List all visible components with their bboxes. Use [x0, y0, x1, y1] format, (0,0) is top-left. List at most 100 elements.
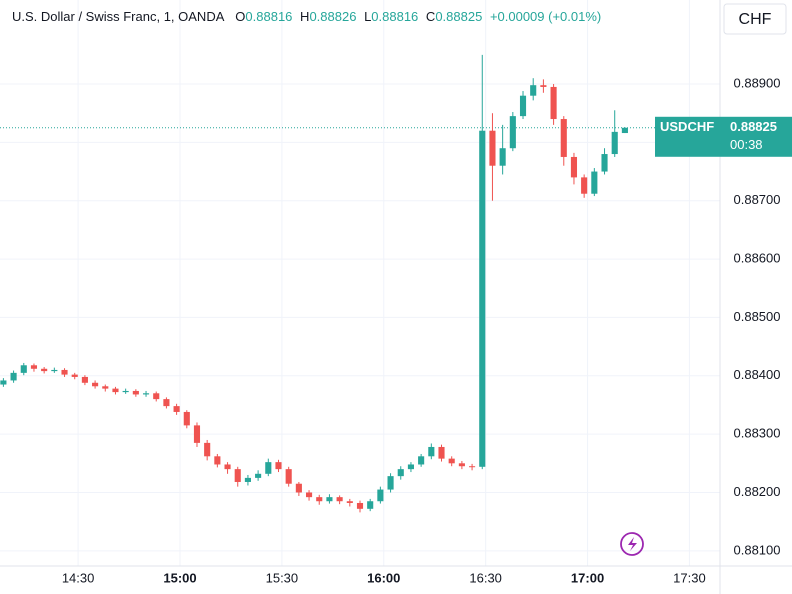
y-tick-label: 0.88100 — [734, 542, 781, 557]
y-tick-label: 0.88600 — [734, 251, 781, 266]
x-tick-label: 16:30 — [469, 570, 502, 585]
price-tag-symbol: USDCHF — [660, 119, 714, 134]
candle-body — [92, 382, 99, 387]
legend-value: 0.88816 — [245, 9, 292, 24]
candle-body — [295, 483, 302, 493]
legend: U.S. Dollar / Swiss Franc, 1, OANDA O0.8… — [12, 9, 601, 24]
candle-body — [30, 365, 38, 369]
y-tick-label: 0.88300 — [734, 426, 781, 441]
x-tick-label: 14:30 — [62, 570, 95, 585]
candle-body — [621, 127, 628, 134]
candle-body — [407, 464, 414, 470]
candle-body — [10, 372, 17, 381]
candle-body — [142, 393, 150, 395]
candle-body — [265, 462, 272, 474]
candle-body — [326, 497, 333, 502]
candle-body — [489, 130, 496, 166]
y-tick-label: 0.88900 — [734, 75, 781, 90]
candle-body — [183, 411, 190, 426]
candle-body — [560, 119, 567, 157]
candle-body — [581, 177, 588, 194]
candle-body — [591, 171, 598, 194]
candle-body — [550, 86, 557, 120]
lightning-icon[interactable] — [620, 532, 644, 556]
legend-field: C — [426, 9, 435, 24]
candle-body — [214, 456, 221, 465]
candle-body — [479, 130, 486, 467]
legend-value: 0.88826 — [309, 9, 356, 24]
candle-body — [387, 476, 394, 490]
candle-body — [438, 446, 445, 459]
x-tick-label: 17:30 — [673, 570, 706, 585]
legend-title: U.S. Dollar / Swiss Franc, 1, OANDA — [12, 9, 225, 24]
y-tick-label: 0.88700 — [734, 192, 781, 207]
icon-bolt[interactable] — [628, 537, 637, 551]
candle-body — [0, 380, 7, 385]
candle-body — [71, 374, 78, 377]
candle-body — [499, 148, 506, 166]
y-tick-label: 0.88200 — [734, 484, 781, 499]
candle-body — [255, 473, 262, 478]
candle-body — [316, 497, 323, 502]
candle-body — [153, 393, 160, 400]
candle-body — [224, 464, 231, 470]
currency-button-box[interactable] — [723, 3, 787, 35]
candles — [0, 54, 628, 513]
candle-body — [285, 469, 292, 484]
candle-body — [367, 501, 374, 509]
candle-body — [20, 365, 27, 373]
candle-body — [356, 502, 364, 509]
y-tick-label: 0.88400 — [734, 367, 781, 382]
candle-body — [540, 85, 547, 87]
legend-change: +0.00009 (+0.01%) — [490, 9, 601, 24]
candle-body — [448, 458, 455, 464]
candle-body — [519, 95, 527, 117]
candle-body — [418, 456, 425, 465]
candle-body — [244, 477, 251, 482]
candle-body — [51, 369, 58, 372]
candle-body — [397, 469, 404, 477]
candle-body — [61, 369, 68, 375]
candle-body — [112, 388, 119, 393]
price-tag-countdown: 00:38 — [730, 137, 763, 152]
candle-body — [102, 386, 109, 389]
candle-body — [469, 466, 476, 468]
currency-button[interactable]: CHF — [723, 3, 787, 35]
legend-field: H — [300, 9, 309, 24]
candle-body — [509, 116, 516, 149]
legend-value: 0.88816 — [371, 9, 418, 24]
x-tick-label: 17:00 — [571, 570, 604, 585]
price-tag-box — [655, 116, 792, 157]
icon-circle[interactable] — [620, 532, 644, 556]
candle-body — [336, 497, 343, 502]
candle-body — [204, 442, 211, 457]
legend-field: L — [364, 9, 371, 24]
candle-body — [346, 501, 353, 503]
x-tick-label: 15:00 — [163, 570, 196, 585]
candle-body — [234, 469, 241, 482]
candle-body — [458, 463, 465, 467]
candle-body — [377, 489, 384, 502]
candle-body — [530, 85, 537, 96]
candle-body — [428, 446, 435, 457]
candle-body — [611, 131, 618, 155]
y-tick-label: 0.88500 — [734, 309, 781, 324]
candle-body — [122, 390, 129, 393]
candle-body — [132, 390, 139, 395]
price-tag: USDCHF 0.88825 00:38 — [655, 116, 792, 157]
candle-body — [173, 406, 180, 412]
candle-body — [601, 154, 608, 172]
candle-body — [193, 425, 201, 443]
x-tick-label: 15:30 — [266, 570, 299, 585]
candle-body — [81, 376, 88, 383]
currency-label[interactable]: CHF — [739, 11, 772, 28]
x-tick-label: 16:00 — [367, 570, 400, 585]
candle-body — [275, 462, 282, 470]
legend-field: O — [235, 9, 245, 24]
candle-body — [41, 368, 48, 372]
candle-body — [163, 399, 170, 407]
price-tag-value: 0.88825 — [730, 119, 777, 134]
legend-value: 0.88825 — [435, 9, 482, 24]
